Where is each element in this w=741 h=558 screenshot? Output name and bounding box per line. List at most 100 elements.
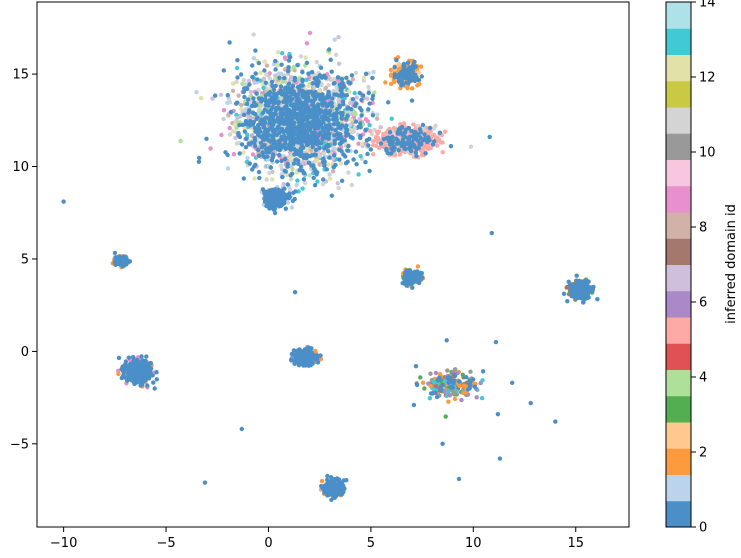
data-point bbox=[139, 354, 144, 359]
data-point bbox=[340, 80, 345, 86]
data-point bbox=[414, 279, 419, 284]
data-point bbox=[261, 124, 266, 129]
data-point bbox=[287, 142, 292, 147]
data-point bbox=[235, 115, 240, 121]
data-point bbox=[301, 122, 307, 127]
data-point bbox=[327, 176, 333, 181]
data-point bbox=[283, 111, 288, 117]
data-point bbox=[248, 89, 254, 95]
data-point bbox=[302, 112, 307, 118]
data-point bbox=[296, 161, 301, 166]
data-point bbox=[315, 107, 321, 112]
data-point bbox=[235, 75, 240, 80]
data-point bbox=[132, 381, 137, 387]
data-point bbox=[259, 145, 265, 150]
data-point bbox=[140, 367, 145, 373]
data-point bbox=[132, 359, 137, 364]
data-point bbox=[264, 63, 270, 68]
data-point bbox=[319, 115, 324, 120]
data-point bbox=[272, 119, 278, 124]
data-point bbox=[341, 152, 346, 157]
data-point bbox=[264, 72, 269, 77]
data-point bbox=[305, 114, 310, 120]
data-point bbox=[246, 78, 251, 84]
data-point bbox=[573, 284, 578, 290]
data-point bbox=[407, 141, 412, 146]
data-point bbox=[245, 97, 251, 102]
data-point bbox=[365, 96, 370, 101]
data-point bbox=[252, 138, 258, 143]
data-point bbox=[574, 273, 579, 278]
data-point bbox=[391, 125, 396, 131]
data-point bbox=[392, 65, 397, 70]
data-point bbox=[132, 373, 137, 378]
data-point bbox=[258, 134, 263, 139]
data-point bbox=[272, 128, 278, 133]
data-point bbox=[294, 94, 299, 100]
data-point bbox=[230, 129, 236, 134]
data-point bbox=[402, 64, 407, 70]
data-point bbox=[348, 117, 354, 122]
data-point bbox=[295, 139, 300, 144]
data-point bbox=[291, 65, 296, 70]
data-point bbox=[235, 58, 240, 63]
data-point bbox=[411, 136, 416, 141]
data-point bbox=[285, 161, 290, 167]
data-point bbox=[302, 134, 307, 139]
data-point bbox=[366, 143, 371, 148]
data-point bbox=[350, 135, 355, 140]
scatter-points bbox=[61, 30, 600, 502]
data-point bbox=[283, 91, 288, 97]
data-point bbox=[304, 155, 309, 161]
data-point bbox=[312, 183, 318, 188]
data-point bbox=[359, 97, 364, 103]
data-point bbox=[125, 371, 131, 376]
data-point bbox=[255, 147, 261, 153]
data-point bbox=[306, 83, 311, 89]
data-point bbox=[327, 123, 332, 128]
data-point bbox=[325, 142, 331, 147]
data-point bbox=[356, 172, 361, 177]
data-point bbox=[324, 167, 329, 172]
data-point bbox=[317, 145, 322, 151]
data-point bbox=[330, 169, 336, 174]
data-point bbox=[282, 156, 288, 162]
data-point bbox=[406, 72, 411, 77]
data-point bbox=[210, 96, 215, 101]
data-point bbox=[405, 60, 411, 65]
data-point bbox=[367, 123, 372, 128]
data-point bbox=[250, 63, 255, 68]
data-point bbox=[112, 250, 118, 256]
data-point bbox=[298, 99, 303, 105]
data-point bbox=[300, 160, 305, 165]
data-point bbox=[242, 94, 247, 100]
data-point bbox=[221, 68, 226, 73]
data-point bbox=[427, 125, 433, 131]
data-point bbox=[112, 260, 118, 265]
data-point bbox=[257, 175, 262, 181]
data-point bbox=[234, 79, 239, 85]
data-point bbox=[580, 287, 585, 292]
data-point bbox=[351, 157, 356, 162]
data-point bbox=[322, 146, 327, 151]
data-point bbox=[313, 141, 319, 146]
data-point bbox=[290, 198, 296, 204]
data-point bbox=[420, 122, 426, 128]
data-point bbox=[286, 58, 292, 63]
data-point bbox=[310, 69, 315, 75]
data-point bbox=[413, 150, 419, 155]
data-point bbox=[279, 145, 284, 150]
data-point bbox=[255, 77, 260, 82]
data-point bbox=[300, 83, 305, 88]
data-point bbox=[331, 121, 337, 127]
data-point bbox=[253, 71, 258, 76]
data-point bbox=[307, 173, 312, 178]
data-point bbox=[297, 134, 302, 140]
data-point bbox=[137, 379, 142, 384]
data-point bbox=[272, 206, 278, 211]
data-point bbox=[279, 62, 284, 67]
data-point bbox=[333, 52, 339, 58]
data-point bbox=[432, 139, 437, 144]
data-point bbox=[227, 132, 233, 137]
data-point bbox=[353, 112, 358, 117]
